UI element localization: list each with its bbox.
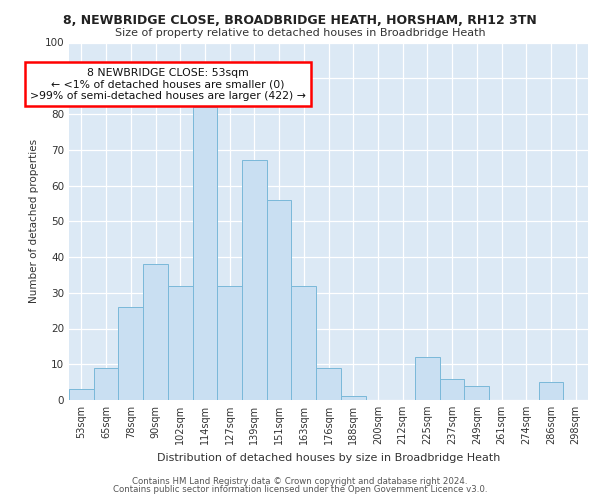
Bar [242,160,267,400]
Bar [415,357,440,400]
Bar [118,307,143,400]
Bar [267,200,292,400]
Bar [143,264,168,400]
Bar [292,286,316,400]
Bar [440,378,464,400]
Bar [168,286,193,400]
Y-axis label: Number of detached properties: Number of detached properties [29,139,39,304]
Bar [341,396,365,400]
Bar [316,368,341,400]
Bar [539,382,563,400]
Text: 8, NEWBRIDGE CLOSE, BROADBRIDGE HEATH, HORSHAM, RH12 3TN: 8, NEWBRIDGE CLOSE, BROADBRIDGE HEATH, H… [63,14,537,27]
X-axis label: Distribution of detached houses by size in Broadbridge Heath: Distribution of detached houses by size … [157,452,500,462]
Bar [193,107,217,400]
Text: Contains HM Land Registry data © Crown copyright and database right 2024.: Contains HM Land Registry data © Crown c… [132,477,468,486]
Text: 8 NEWBRIDGE CLOSE: 53sqm
← <1% of detached houses are smaller (0)
>99% of semi-d: 8 NEWBRIDGE CLOSE: 53sqm ← <1% of detach… [30,68,306,100]
Bar [464,386,489,400]
Bar [217,286,242,400]
Text: Size of property relative to detached houses in Broadbridge Heath: Size of property relative to detached ho… [115,28,485,38]
Bar [69,390,94,400]
Text: Contains public sector information licensed under the Open Government Licence v3: Contains public sector information licen… [113,485,487,494]
Bar [94,368,118,400]
